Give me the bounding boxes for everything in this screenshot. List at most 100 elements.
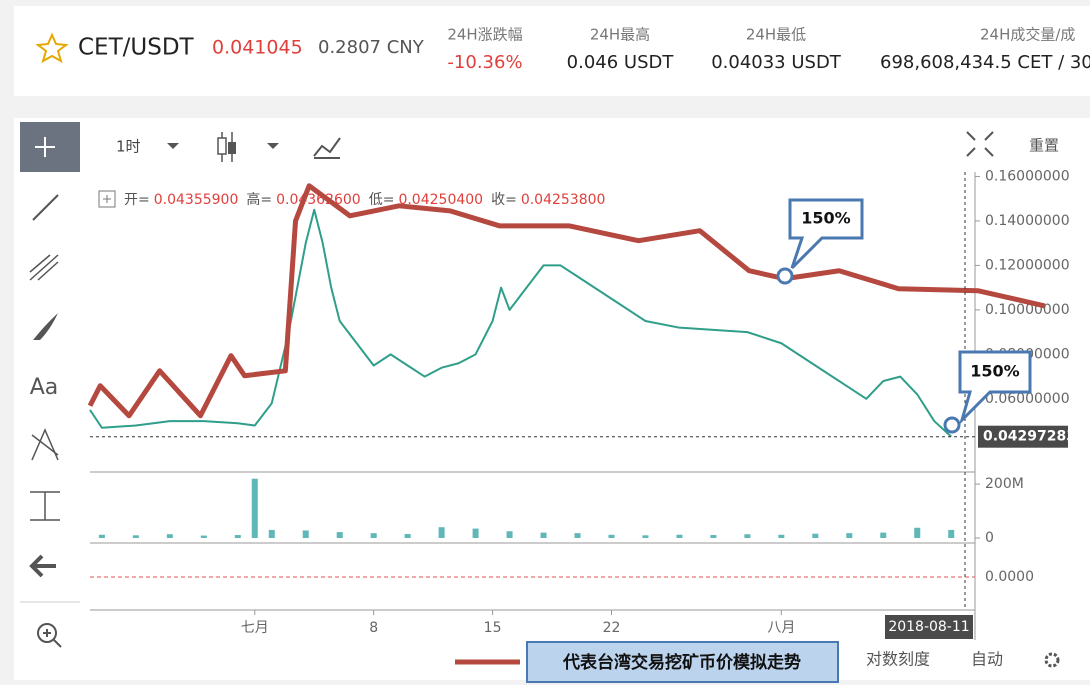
volume-bar [846, 533, 853, 538]
stat-label: 24H最低 [746, 26, 806, 44]
volume-bar [540, 532, 547, 538]
y-tick-label: 0.14000000 [985, 213, 1070, 229]
volume-bar [710, 535, 717, 538]
callout-text: 150% [970, 362, 1019, 381]
back-tool[interactable] [29, 554, 56, 578]
volume-bar [336, 532, 343, 538]
indicator-icon[interactable] [313, 137, 341, 159]
reset-button[interactable]: 重置 [1029, 137, 1059, 155]
stat-label: 24H最高 [590, 26, 650, 44]
collapse-icon[interactable] [98, 190, 116, 208]
brush-tool[interactable] [33, 313, 58, 340]
x-tick-label: 八月 [767, 620, 795, 636]
ohlc-label: 开= [124, 192, 150, 208]
settings-icon[interactable] [1044, 652, 1060, 668]
y-tick-label: 0 [985, 530, 994, 546]
stat-value: 0.04033 USDT [711, 52, 842, 73]
price-tag [978, 425, 1068, 448]
chart-panel [14, 118, 1090, 680]
stat-value: 0.046 USDT [567, 52, 675, 73]
volume-bar [744, 534, 751, 538]
volume-bar [234, 535, 241, 538]
volume-bar [166, 534, 173, 538]
volume-bar [778, 534, 785, 538]
volume-bar [642, 535, 649, 538]
volume-bar [98, 534, 105, 538]
ohlc-value: 0.04250400 [398, 192, 483, 208]
volume-bar [676, 534, 683, 538]
volume-bar [880, 532, 887, 538]
stat-label: 24H成交量/成 [980, 26, 1075, 44]
x-tick-label: 22 [603, 620, 621, 636]
volume-bar [948, 529, 955, 538]
legend-box [526, 641, 839, 683]
legend-label: 代表台湾交易挖矿币价模拟走势 [562, 652, 801, 673]
ohlc-label: 低= [369, 192, 395, 208]
y-tick-label: 0.12000000 [985, 257, 1070, 273]
y-tick-label: 0.16000000 [985, 168, 1070, 184]
pattern-tool[interactable] [31, 428, 59, 461]
interval[interactable]: 1时 [116, 138, 141, 156]
volume-bar [370, 533, 377, 538]
volume-bar [506, 531, 513, 538]
favorite-star[interactable] [35, 32, 69, 64]
date-tag-label: 2018-08-11 [888, 619, 969, 635]
auto-toggle[interactable]: 自动 [971, 650, 1003, 669]
marker [943, 416, 961, 434]
y-tick-label: 0.06000000 [985, 391, 1070, 407]
callout [958, 350, 1032, 426]
candle-icon-body [217, 137, 227, 155]
volume-bar [132, 535, 139, 538]
ohlc-label: 高= [246, 191, 272, 208]
volume-bar [574, 533, 581, 538]
ohlc-value: 0.04362600 [276, 192, 361, 208]
ohlc-value: 0.04253800 [521, 192, 606, 208]
cny-price: 0.2807 CNY [318, 37, 425, 58]
x-tick-label: 七月 [241, 620, 269, 636]
marker [776, 267, 794, 285]
ohlc-label: 收= [491, 192, 517, 208]
header-panel [14, 6, 1090, 96]
price-line [89, 208, 952, 438]
volume-bar [404, 533, 411, 538]
price-line [87, 183, 1046, 419]
y-tick-label: 0.0000 [985, 569, 1034, 585]
dropdown[interactable] [267, 143, 279, 149]
callout [788, 198, 864, 270]
y-tick-label: 200M [985, 476, 1024, 492]
date-tag [885, 615, 973, 639]
ohlc-value: 0.04355900 [154, 192, 239, 208]
callout-text: 150% [801, 209, 850, 228]
x-tick-label: 15 [484, 620, 502, 636]
price-tag-label: 0.04297283 [983, 429, 1076, 445]
y-tick-label: 0.10000000 [985, 302, 1070, 318]
x-tick-label: 8 [369, 620, 378, 636]
collapse-icon-plus [103, 195, 111, 203]
volume-bar [268, 529, 275, 538]
volume-bar [302, 530, 309, 538]
volume-bar [438, 527, 445, 538]
stat-label: 24H涨跌幅 [447, 26, 522, 44]
zoom-tool[interactable] [37, 623, 57, 643]
crosshair-icon [35, 137, 55, 157]
measure-tool[interactable] [30, 491, 60, 521]
pair: CET/USDT [78, 35, 195, 61]
ohlc-label: 开= 0.04355900 高= 0.04362600 低= 0.04250400 收= 0.… [124, 191, 605, 208]
stat-value: -10.36% [447, 52, 522, 73]
fullscreen-icon[interactable] [966, 131, 994, 157]
fork-tool[interactable] [29, 254, 59, 281]
zoom-icon [43, 629, 62, 648]
log-scale-toggle[interactable]: 对数刻度 [866, 650, 930, 669]
stat-value: 698,608,434.5 CET / 30 [880, 52, 1090, 73]
volume-bar [812, 533, 819, 538]
volume-bar [251, 478, 258, 538]
candle-icon-body [228, 142, 236, 154]
text-tool[interactable]: Aa [30, 375, 59, 400]
volume-bar [914, 527, 921, 538]
line-tool[interactable] [32, 194, 59, 221]
dropdown[interactable] [167, 143, 179, 149]
volume-bar [608, 534, 615, 538]
volume-bar [472, 528, 479, 538]
volume-bar [200, 535, 207, 538]
